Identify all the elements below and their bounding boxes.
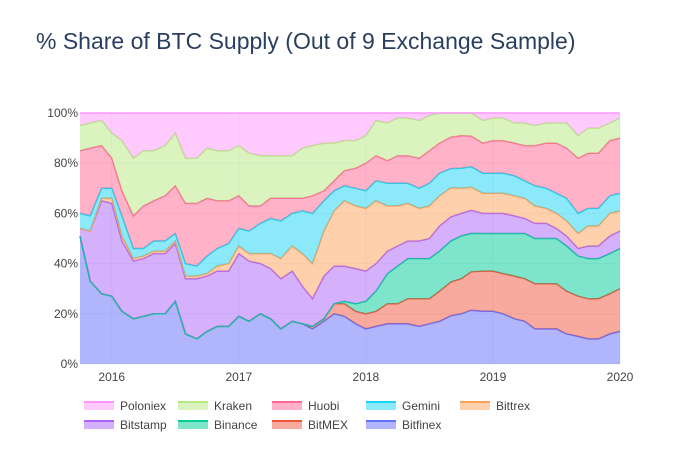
- area-bittrex[interactable]: [80, 187, 620, 299]
- legend-item-gemini[interactable]: Gemini: [366, 397, 460, 414]
- legend-item-binance[interactable]: Binance: [178, 416, 272, 433]
- y-tick-label: 80%: [54, 156, 78, 170]
- x-tick-label: 2019: [480, 370, 507, 384]
- legend-item-bitstamp[interactable]: Bitstamp: [84, 416, 178, 433]
- y-tick-label: 0%: [61, 357, 79, 371]
- x-tick-label: 2017: [225, 370, 252, 384]
- legend-swatch: [84, 401, 114, 410]
- legend-item-poloniex[interactable]: Poloniex: [84, 397, 178, 414]
- legend-swatch: [84, 420, 114, 429]
- legend-swatch: [178, 401, 208, 410]
- area-bitstamp[interactable]: [80, 200, 620, 339]
- x-tick-label: 2020: [607, 370, 634, 384]
- legend-label: Kraken: [214, 398, 253, 413]
- area-bitfinex[interactable]: [80, 236, 620, 364]
- legend-label: Bitfinex: [402, 417, 442, 432]
- y-axis-ticks: 0% 20% 40% 60% 80% 100%: [47, 106, 78, 371]
- legend-swatch: [178, 420, 208, 429]
- area-kraken[interactable]: [80, 113, 620, 216]
- y-tick-label: 20%: [54, 307, 78, 321]
- chart-title: % Share of BTC Supply (Out of 9 Exchange…: [36, 28, 576, 54]
- legend-swatch: [366, 420, 396, 429]
- y-tick-label: 100%: [47, 106, 78, 120]
- area-poloniex[interactable]: [80, 113, 620, 159]
- area-series-group: [79, 112, 621, 364]
- legend-label: Huobi: [308, 398, 340, 413]
- x-tick-label: 2016: [98, 370, 125, 384]
- legend-item-bitmex[interactable]: BitMEX: [272, 416, 366, 433]
- legend-label: Gemini: [402, 398, 441, 413]
- legend-swatch: [366, 401, 396, 410]
- legend-label: Bitstamp: [120, 417, 167, 432]
- legend-swatch: [272, 420, 302, 429]
- legend: Poloniex Kraken Huobi Gemini Bittrex Bitstamp…: [84, 397, 554, 433]
- y-tick-label: 40%: [54, 257, 78, 271]
- y-tick-label: 60%: [54, 206, 78, 220]
- area-binance[interactable]: [80, 233, 620, 339]
- legend-item-kraken[interactable]: Kraken: [178, 397, 272, 414]
- legend-label: BitMEX: [308, 417, 349, 432]
- legend-item-bittrex[interactable]: Bittrex: [460, 397, 554, 414]
- x-axis-ticks: 2016 2017 2018 2019 2020: [98, 370, 633, 384]
- legend-item-huobi[interactable]: Huobi: [272, 397, 366, 414]
- legend-swatch: [460, 401, 490, 410]
- legend-item-bitfinex[interactable]: Bitfinex: [366, 416, 460, 433]
- x-tick-label: 2018: [353, 370, 380, 384]
- legend-swatch: [272, 401, 302, 410]
- area-bitmex[interactable]: [80, 236, 620, 339]
- legend-label: Poloniex: [120, 398, 167, 413]
- legend-label: Binance: [214, 417, 258, 432]
- legend-label: Bittrex: [496, 398, 531, 413]
- area-gemini[interactable]: [80, 166, 620, 277]
- area-huobi[interactable]: [80, 135, 620, 267]
